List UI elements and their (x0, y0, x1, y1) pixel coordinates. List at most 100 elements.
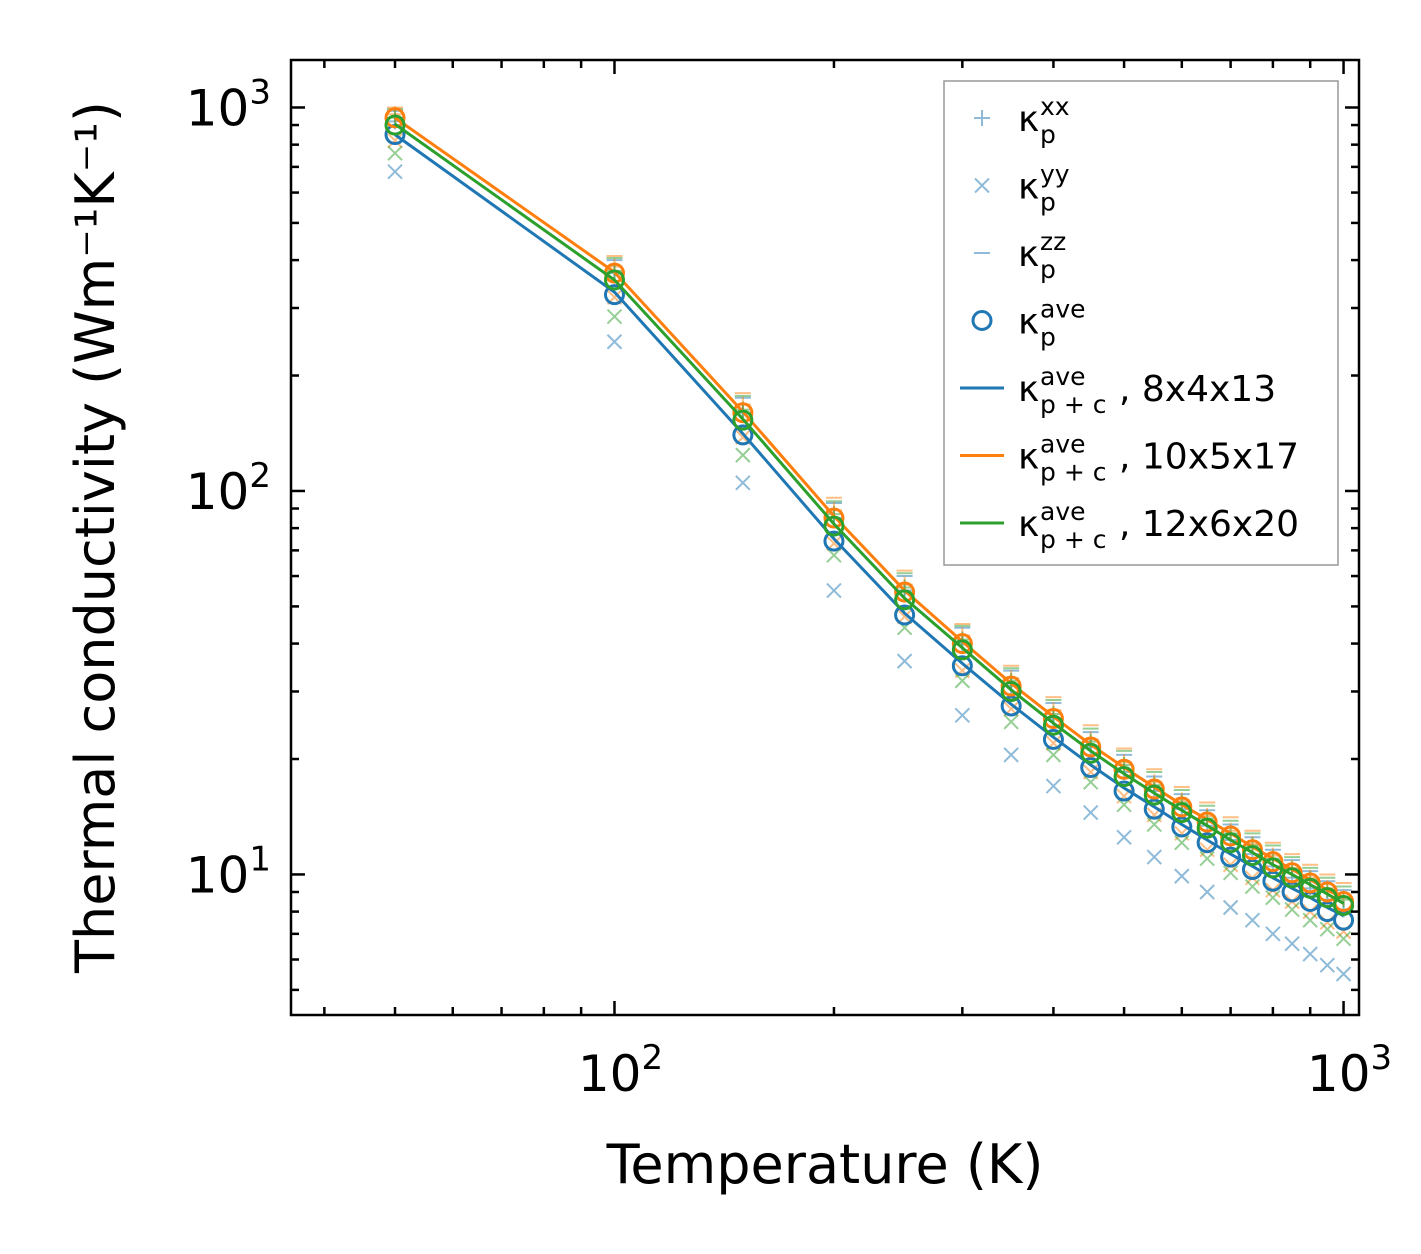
kappa-ave-point (1113, 780, 1135, 802)
kappa-yy-point (1319, 957, 1336, 973)
kappa-yy-point (1302, 946, 1318, 962)
y-tick-label: 101 (186, 839, 271, 904)
kappa-yy-point (606, 334, 623, 350)
kappa-ave-point (1220, 832, 1242, 854)
kappa-ave-point (823, 507, 845, 529)
kappa-ave-point (1000, 695, 1022, 717)
kappa-yy-point (1244, 878, 1261, 895)
legend-label: κave p + c, 10x5x17 (1018, 430, 1299, 487)
kappa-yy-point (1302, 912, 1318, 928)
kappa-ave-point (1220, 846, 1242, 868)
kappa-ave-point (1241, 845, 1263, 867)
kappa-yy-point (1244, 912, 1261, 928)
kappa-ave-point (1196, 832, 1218, 854)
kappa-ave-point (1333, 894, 1355, 916)
axis-ticks (291, 60, 1359, 1015)
x-tick-label: 102 (578, 1038, 663, 1103)
legend-label: κxx p (1018, 92, 1070, 149)
kappa-yy-point (1319, 921, 1336, 937)
kappa-ave-point (603, 269, 625, 291)
legend-marker (974, 177, 990, 194)
kappa-ave-point (732, 402, 754, 424)
kappa-yy-point (1265, 889, 1281, 906)
plot-frame (289, 58, 1361, 1017)
kappa-ave-point (1241, 859, 1263, 881)
legend-label: κave p + c, 12x6x20 (1018, 497, 1299, 554)
kappa-ave-point (1262, 851, 1284, 873)
kappa-ave-point (1080, 757, 1102, 779)
kappa-ave-point (951, 633, 973, 655)
kappa-yy-point (954, 673, 971, 689)
kappa-pc-line-12x6x20 (394, 122, 1345, 905)
kappa-yy-point (1045, 778, 1062, 794)
kappa-pc-line-10x5x17 (394, 116, 1345, 899)
kappa-ave-point (1171, 802, 1193, 824)
y-tick-label: 102 (186, 456, 271, 521)
y-axis-label: Thermal conductivity (Wm⁻¹K⁻¹) (64, 101, 127, 974)
x-tick-label: 103 (1307, 1038, 1392, 1103)
kappa-yy-point (1045, 747, 1062, 763)
kappa-yy-point (735, 447, 751, 463)
legend-label: κzz p (1018, 227, 1066, 284)
kappa-ave-point (384, 114, 406, 136)
kappa-ave-point (1080, 742, 1102, 764)
kappa-yy-point (1174, 868, 1190, 884)
kappa-ave-point (1299, 877, 1321, 899)
legend-label: κave p + c, 8x4x13 (1018, 362, 1276, 419)
kappa-ave-point (1241, 839, 1263, 861)
kappa-yy-point (896, 653, 913, 669)
kappa-yy-point (1335, 930, 1352, 947)
legend-marker (974, 110, 990, 126)
series-12x6x20 (384, 114, 1355, 916)
kappa-yy-point (1083, 804, 1099, 821)
kappa-ave-point (1000, 675, 1022, 697)
legend-entry: κxx p (974, 92, 1070, 149)
kappa-yy-point (1335, 966, 1352, 982)
kappa-yy-point (1265, 926, 1281, 942)
kappa-yy-point (387, 145, 403, 161)
kappa-ave-point (1196, 811, 1218, 833)
plot-area (384, 106, 1355, 982)
legend-label: κyy p (1018, 160, 1070, 217)
kappa-ave-point (894, 581, 916, 603)
kappa-yy-point (1116, 829, 1132, 845)
kappa-ave-point (603, 284, 625, 306)
kappa-yy-point (1083, 774, 1099, 790)
kappa-ave-point (894, 604, 916, 626)
kappa-ave-point (1143, 784, 1165, 806)
legend-label: κave p (1018, 295, 1086, 352)
kappa-yy-point (1003, 747, 1019, 763)
kappa-yy-point (1003, 714, 1019, 730)
kappa-yy-point (1199, 850, 1215, 867)
kappa-ave-point (384, 107, 406, 129)
kappa-yy-point (1222, 865, 1239, 881)
kappa-ave-point (1171, 796, 1193, 818)
kappa-ave-point (732, 424, 754, 446)
kappa-yy-point (954, 707, 971, 724)
kappa-ave-point (1080, 736, 1102, 758)
kappa-yy-point (1222, 899, 1239, 916)
kappa-ave-point (1113, 766, 1135, 788)
kappa-yy-point (1146, 849, 1162, 865)
legend-entry: κave p (971, 295, 1086, 352)
legend-frame (943, 80, 1339, 566)
kappa-ave-point (732, 409, 754, 431)
kappa-yy-point (1284, 935, 1300, 952)
legend-marker (971, 310, 993, 331)
kappa-ave-point (1143, 798, 1165, 820)
kappa-ave-point (823, 530, 845, 552)
kappa-yy-point (387, 164, 403, 180)
kappa-ave-point (1171, 816, 1193, 838)
legend-entry: κave p + c, 10x5x17 (960, 430, 1299, 487)
kappa-yy-point (606, 308, 623, 325)
y-tick-label: 103 (186, 72, 271, 137)
kappa-ave-point (1262, 870, 1284, 892)
kappa-yy-point (1199, 884, 1215, 900)
kappa-ave-point (1316, 887, 1338, 909)
kappa-yy-point (1284, 901, 1300, 918)
kappa-yy-point (826, 582, 842, 599)
kappa-ave-point (823, 515, 845, 537)
kappa-ave-point (1042, 714, 1064, 736)
legend-entry: κave p + c, 8x4x13 (960, 362, 1276, 419)
